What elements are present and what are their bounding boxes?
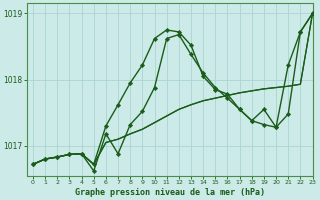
X-axis label: Graphe pression niveau de la mer (hPa): Graphe pression niveau de la mer (hPa) xyxy=(75,188,265,197)
